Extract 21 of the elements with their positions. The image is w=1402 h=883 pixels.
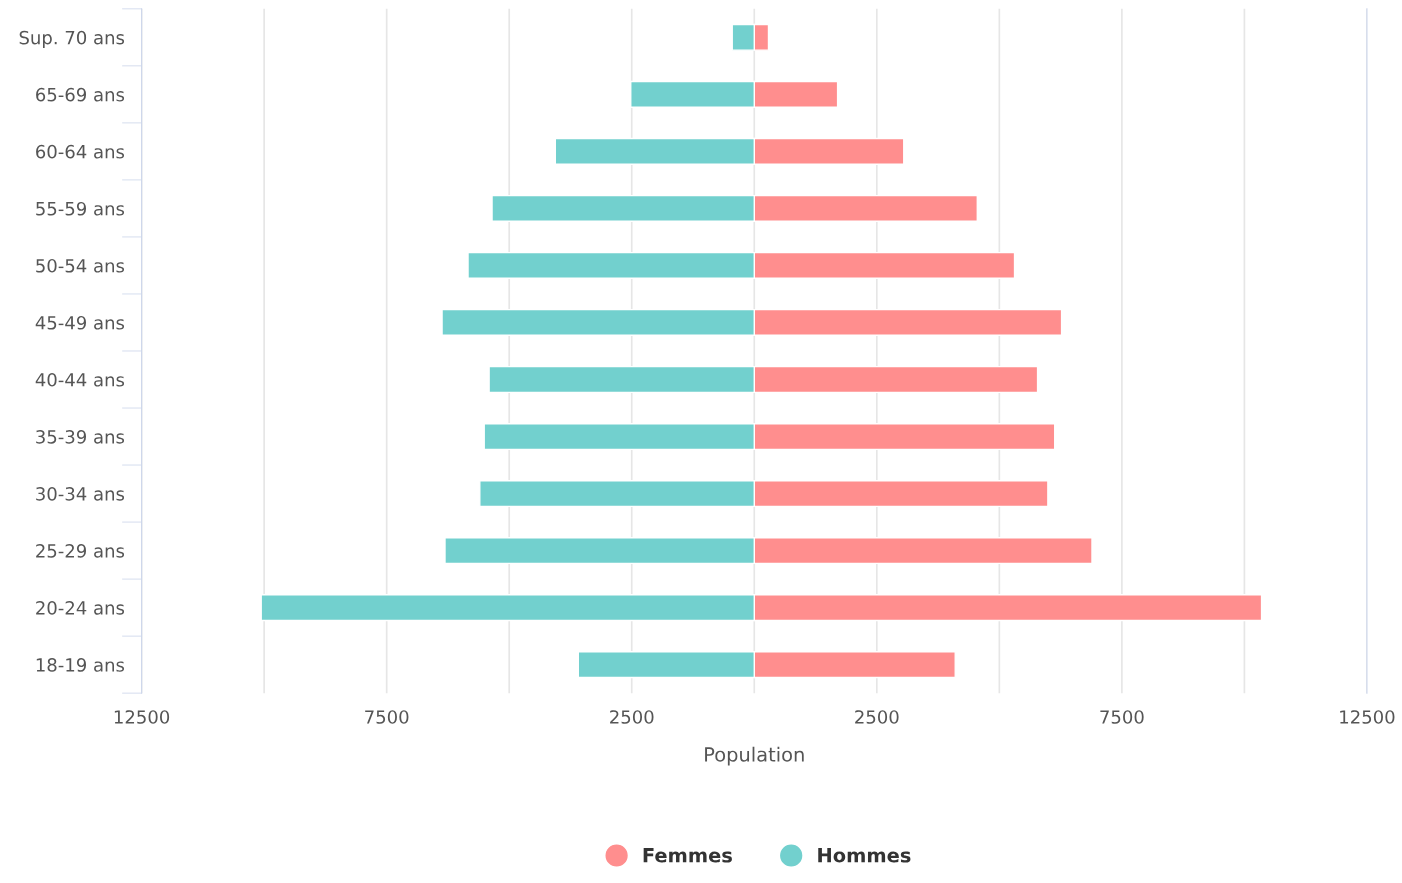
x-tick-label: 7500: [365, 710, 409, 724]
legend-label: Femmes: [643, 848, 732, 863]
y-tick-label: 60-64 ans: [36, 144, 125, 159]
x-tick-label: 12500: [114, 710, 170, 724]
y-tick-label: 55-59 ans: [36, 201, 125, 216]
x-tick-label: 7500: [1100, 710, 1144, 724]
y-tick-label: 40-44 ans: [35, 372, 125, 387]
x-tick-label: 2500: [610, 710, 654, 724]
y-tick-label: 45-49 ans: [35, 315, 125, 330]
y-tick-label: 18-19 ans: [36, 658, 125, 672]
y-tick-label: 35-39 ans: [36, 429, 125, 444]
y-tick-label: 65-69 ans: [36, 87, 125, 102]
y-tick-label: Sup. 70 ans: [19, 30, 125, 48]
y-tick-label: 25-29 ans: [36, 544, 125, 558]
y-tick-label: 50-54 ans: [36, 258, 125, 273]
legend-label: Hommes: [818, 848, 911, 863]
x-tick-label: 2500: [855, 710, 899, 724]
y-tick-label: 20-24 ans: [36, 601, 125, 615]
x-axis-title: Population: [705, 746, 804, 766]
x-tick-label: 12500: [1340, 710, 1395, 724]
y-tick-label: 30-34 ans: [36, 487, 125, 501]
